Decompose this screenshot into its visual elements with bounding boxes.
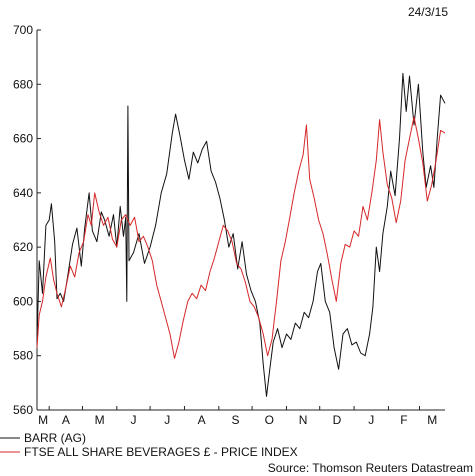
y-tick-label: 640 <box>13 186 33 200</box>
x-tick-label: J <box>164 413 170 427</box>
series-line-barr <box>36 72 446 397</box>
y-tick-label: 580 <box>13 349 33 363</box>
x-tick-label: N <box>299 413 308 427</box>
y-tick-label: 660 <box>13 132 33 146</box>
source-note: Source: Thomson Reuters Datastream <box>268 461 473 475</box>
x-tick-label: J <box>130 413 136 427</box>
series-line-ftse-beverages <box>36 116 446 359</box>
x-tick-label: F <box>400 413 407 427</box>
x-tick-label: J <box>368 413 374 427</box>
y-tick-label: 600 <box>13 294 33 308</box>
y-tick-label: 560 <box>13 403 33 417</box>
y-tick-label: 620 <box>13 240 33 254</box>
chart-series <box>36 72 446 397</box>
x-tick-label: M <box>38 413 48 427</box>
x-tick-label: S <box>231 413 239 427</box>
x-tick-label: M <box>95 413 105 427</box>
x-tick-label: D <box>333 413 342 427</box>
legend-label-ftse-beverages: FTSE ALL SHARE BEVERAGES £ - PRICE INDEX <box>24 445 298 459</box>
x-tick-label: A <box>62 413 70 427</box>
x-tick-label: A <box>198 413 206 427</box>
legend-label-barr: BARR (AG) <box>24 431 86 445</box>
y-tick-label: 700 <box>13 23 33 37</box>
y-tick-label: 680 <box>13 77 33 91</box>
chart-legend: BARR (AG) FTSE ALL SHARE BEVERAGES £ - P… <box>0 431 298 459</box>
chart-date: 24/3/15 <box>408 5 448 19</box>
x-tick-label: M <box>427 413 437 427</box>
x-tick-label: O <box>265 413 274 427</box>
